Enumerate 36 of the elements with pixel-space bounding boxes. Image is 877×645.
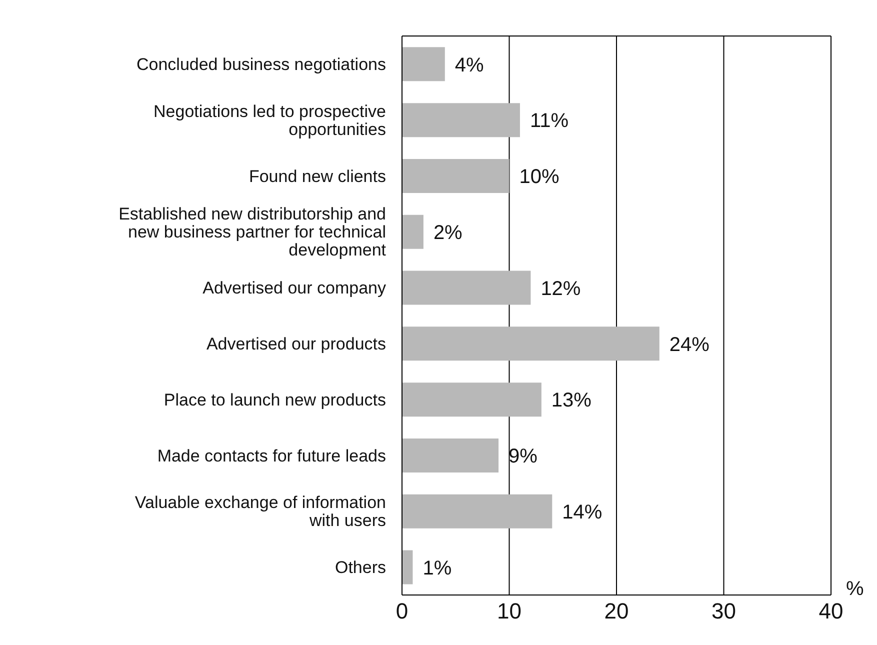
- bar: [402, 158, 510, 193]
- x-tick-label: 10: [497, 598, 522, 624]
- y-tick-label: Negotiations led to prospective opportunities: [154, 101, 386, 138]
- y-tick-label: Found new clients: [248, 166, 386, 186]
- data-label: 2%: [433, 222, 463, 244]
- y-tick-label: Concluded business negotiations: [136, 54, 386, 74]
- data-label: 10%: [519, 166, 560, 188]
- data-label: 1%: [422, 557, 452, 580]
- bar: [402, 550, 413, 584]
- data-label: 9%: [508, 446, 538, 468]
- data-label: 24%: [669, 334, 710, 356]
- bar: [402, 494, 552, 528]
- y-tick-label: Valuable exchange of information with users: [134, 492, 386, 530]
- x-tick-label: 40: [818, 598, 844, 624]
- bar: [402, 47, 445, 82]
- bar: [402, 214, 424, 249]
- data-label: 4%: [454, 54, 484, 76]
- data-label: 14%: [562, 501, 602, 524]
- bar: [402, 103, 520, 138]
- data-label: 12%: [540, 278, 581, 300]
- x-tick-label: 20: [604, 598, 629, 624]
- y-tick-label: Advertised our products: [206, 334, 386, 353]
- bar: [402, 438, 499, 472]
- bar: [402, 326, 660, 361]
- y-tick-label: Others: [334, 558, 386, 577]
- data-label: 11%: [530, 110, 569, 132]
- x-tick-label: 30: [712, 598, 736, 624]
- data-label: 13%: [551, 390, 592, 412]
- x-axis-title: %: [846, 578, 864, 601]
- y-tick-label: Place to launch new products: [164, 390, 386, 409]
- x-tick-label: 0: [396, 598, 408, 624]
- y-tick-label: Made contacts for future leads: [157, 446, 386, 465]
- y-tick-label: Established new distributorship and new business partner for technical development: [118, 204, 386, 260]
- bar: [402, 270, 531, 305]
- bar: [402, 382, 542, 417]
- y-tick-label: Advertised our company: [202, 278, 386, 298]
